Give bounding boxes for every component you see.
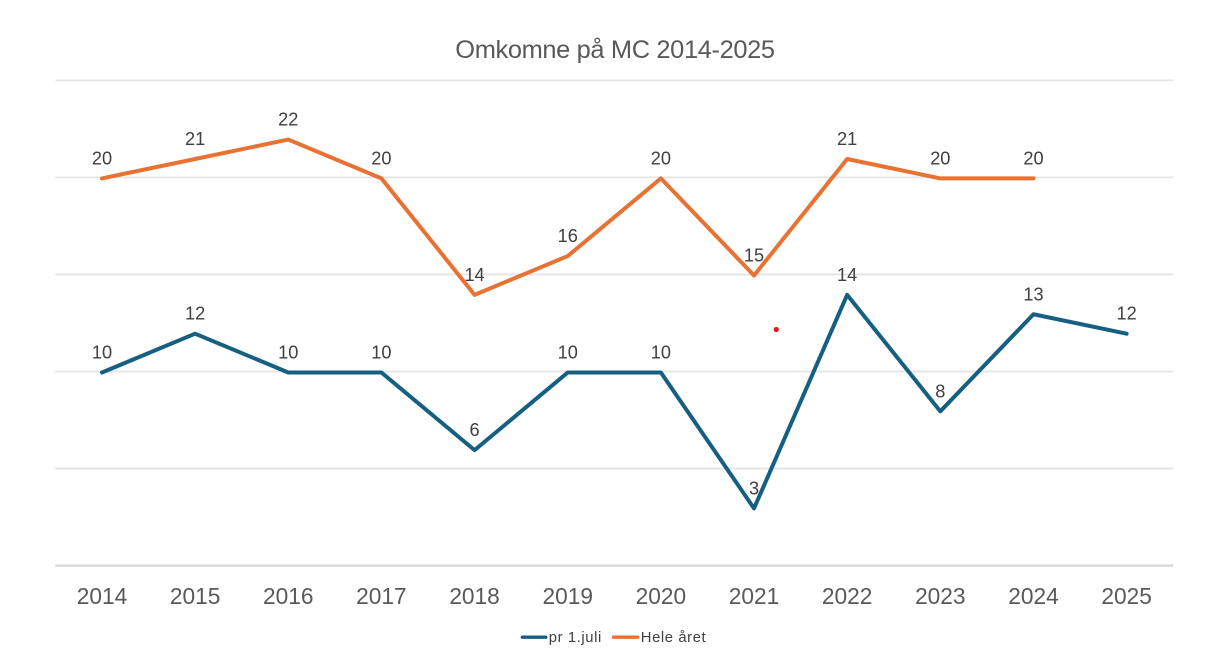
- svg-text:13: 13: [1023, 284, 1043, 304]
- svg-text:2019: 2019: [542, 583, 592, 609]
- svg-text:10: 10: [92, 343, 112, 363]
- svg-text:20: 20: [930, 148, 950, 168]
- svg-text:20: 20: [371, 148, 391, 168]
- svg-text:2016: 2016: [263, 583, 313, 609]
- svg-text:Omkomne på MC 2014-2025: Omkomne på MC 2014-2025: [455, 36, 775, 64]
- svg-text:8: 8: [935, 381, 945, 401]
- svg-text:2015: 2015: [170, 583, 220, 609]
- svg-text:15: 15: [744, 245, 764, 265]
- svg-text:21: 21: [837, 129, 857, 149]
- svg-text:10: 10: [651, 343, 671, 363]
- svg-text:10: 10: [558, 343, 578, 363]
- svg-text:10: 10: [371, 343, 391, 363]
- svg-text:10: 10: [278, 343, 298, 363]
- svg-text:12: 12: [185, 304, 205, 324]
- svg-text:20: 20: [92, 148, 112, 168]
- svg-text:14: 14: [464, 265, 484, 285]
- svg-text:2014: 2014: [77, 583, 127, 609]
- svg-text:2024: 2024: [1008, 583, 1058, 609]
- svg-text:20: 20: [651, 148, 671, 168]
- svg-text:pr 1.juli: pr 1.juli: [549, 630, 602, 646]
- svg-text:2023: 2023: [915, 583, 965, 609]
- svg-text:12: 12: [1117, 304, 1137, 324]
- svg-text:20: 20: [1023, 148, 1043, 168]
- svg-text:2017: 2017: [356, 583, 406, 609]
- svg-text:14: 14: [837, 265, 857, 285]
- svg-text:22: 22: [278, 110, 298, 130]
- svg-text:2020: 2020: [636, 583, 686, 609]
- svg-text:2021: 2021: [729, 583, 779, 609]
- svg-text:2022: 2022: [822, 583, 872, 609]
- svg-text:Hele året: Hele året: [641, 630, 706, 646]
- svg-text:6: 6: [470, 420, 480, 440]
- svg-text:16: 16: [558, 226, 578, 246]
- svg-text:2025: 2025: [1101, 583, 1151, 609]
- svg-text:2018: 2018: [449, 583, 499, 609]
- svg-text:21: 21: [185, 129, 205, 149]
- svg-text:3: 3: [749, 478, 759, 498]
